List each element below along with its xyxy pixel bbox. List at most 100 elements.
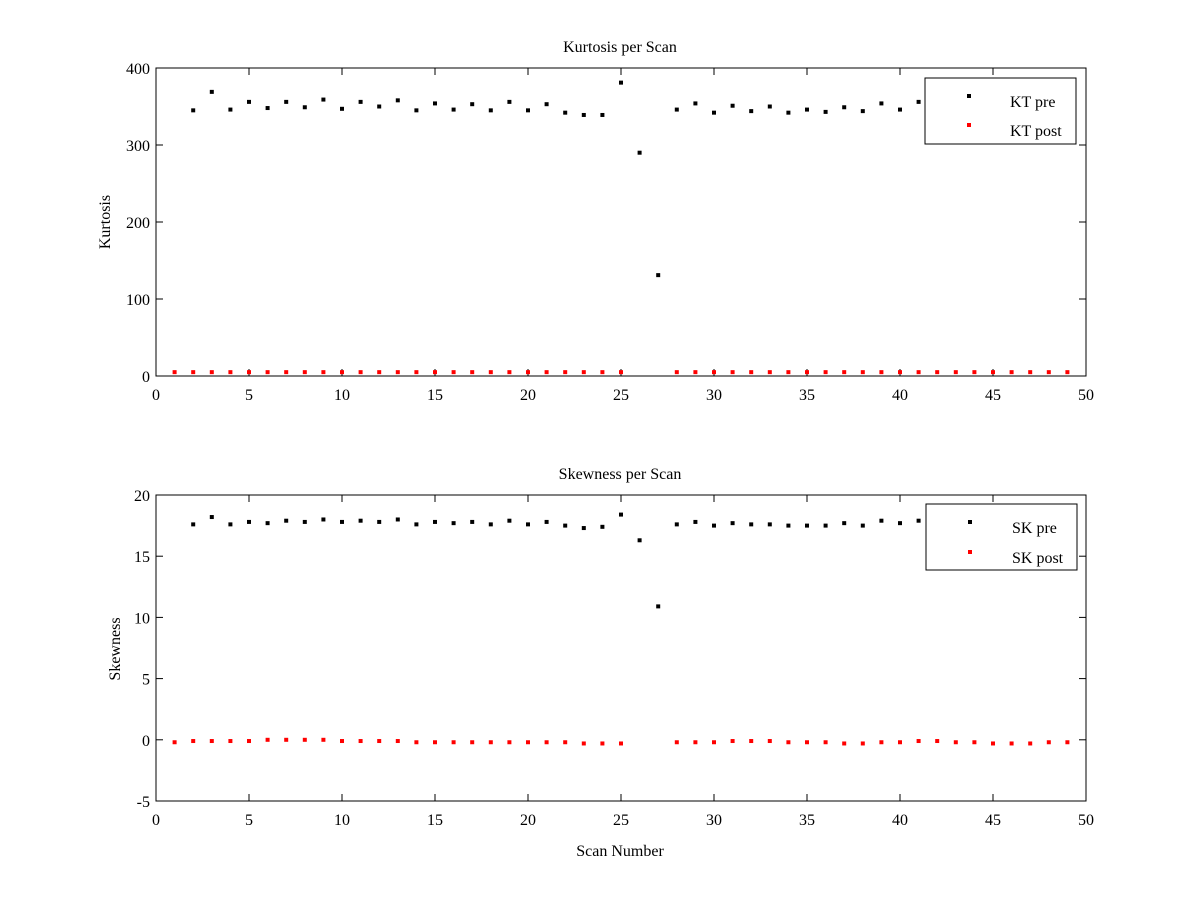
kurtosis-pre-point [414, 108, 419, 113]
skewness-pre-point [730, 521, 735, 526]
skewness-post-point [377, 739, 382, 744]
skewness-post-point [935, 739, 940, 744]
kurtosis-pre-point [544, 102, 549, 107]
skewness-post-point [228, 739, 233, 744]
kurtosis-post-point [786, 370, 791, 375]
skewness-y-tick-label: 15 [134, 549, 150, 566]
skewness-legend-box [925, 503, 1078, 571]
skewness-pre-point [656, 604, 661, 609]
skewness-post-point [414, 740, 419, 745]
skewness-post-point [526, 740, 530, 745]
kurtosis-post-point [767, 370, 772, 375]
skewness-pre-point [247, 519, 251, 524]
skewness-pre-point [433, 519, 437, 524]
skewness-post-point [600, 741, 605, 746]
kurtosis-post-point [953, 370, 958, 375]
skewness-post-point [247, 739, 251, 744]
kurtosis-pre-point [358, 99, 363, 104]
skewness-y-tick-label: 20 [134, 488, 150, 505]
skewness-pre-point [470, 519, 475, 524]
skewness-post-point [953, 740, 958, 745]
kurtosis-post-point [228, 370, 233, 375]
kurtosis-pre-point [321, 97, 326, 102]
skewness-pre-point [619, 512, 623, 517]
kurtosis-pre-point [860, 109, 865, 114]
kurtosis-post-point [823, 370, 828, 375]
kurtosis-post-point [265, 370, 270, 375]
kurtosis-post-point [805, 370, 809, 375]
skewness-post-point [693, 740, 698, 745]
skewness-post-point [470, 740, 475, 745]
kurtosis-pre-point [507, 99, 512, 104]
skewness-post-point [507, 740, 512, 745]
kurtosis-post-point [1028, 370, 1033, 375]
skewness-post-point [860, 741, 865, 746]
skewness-post-point [805, 740, 809, 745]
skewness-post-point [284, 737, 289, 742]
skewness-legend-label-post: SK post [1012, 550, 1064, 567]
kurtosis-y-tick-label: 100 [126, 292, 150, 309]
kurtosis-post-point [340, 370, 344, 375]
skewness-pre-point [879, 518, 884, 523]
skewness-pre-point [209, 515, 214, 520]
skewness-pre-point [414, 522, 419, 527]
skewness-pre-point [265, 521, 270, 526]
kurtosis-y-tick-label: 400 [126, 61, 150, 78]
skewness-legend-marker-post [968, 550, 972, 554]
kurtosis-pre-point [656, 273, 661, 278]
kurtosis-pre-point [451, 107, 456, 112]
skewness-legend: SK pre SK post [925, 503, 1078, 571]
kurtosis-post-point [191, 370, 196, 375]
skewness-post-point [749, 739, 754, 744]
kurtosis-pre-point [433, 101, 437, 106]
kurtosis-x-tick-label: 50 [1078, 387, 1094, 404]
skewness-pre-point [674, 522, 679, 527]
skewness-x-tick-label: 20 [520, 812, 536, 829]
kurtosis-post-point [674, 370, 679, 375]
kurtosis-pre-point [488, 108, 493, 113]
kurtosis-x-tick-label: 0 [152, 387, 160, 404]
skewness-x-axis-label: Scan Number [576, 843, 664, 860]
kurtosis-x-tick-label: 25 [613, 387, 629, 404]
skewness-x-tick-label: 50 [1078, 812, 1094, 829]
skewness-pre-point [898, 521, 902, 526]
skewness-y-tick-label: -5 [137, 794, 150, 811]
kurtosis-post-point [544, 370, 549, 375]
kurtosis-pre-point [228, 107, 233, 112]
kurtosis-pre-point [247, 99, 251, 104]
kurtosis-pre-point [302, 105, 307, 110]
skewness-pre-point [302, 519, 307, 524]
skewness-x-tick-label: 10 [334, 812, 350, 829]
skewness-pre-point [507, 518, 512, 523]
skewness-plot: Skewness per Scan Skewness Scan Number 0… [107, 466, 1094, 860]
skewness-pre-point [637, 538, 642, 543]
kurtosis-post-point [972, 370, 977, 375]
skewness-x-tick-label: 45 [985, 812, 1001, 829]
skewness-post-point [991, 741, 995, 746]
kurtosis-post-point [358, 370, 363, 375]
kurtosis-post-point [507, 370, 512, 375]
skewness-pre-point [860, 523, 865, 528]
kurtosis-pre-point [526, 108, 530, 113]
kurtosis-pre-point [916, 99, 921, 104]
skewness-pre-point [284, 518, 289, 523]
skewness-post-point [581, 741, 586, 746]
kurtosis-post-point [842, 370, 847, 375]
skewness-post-point [972, 740, 977, 745]
skewness-pre-point [377, 519, 382, 524]
skewness-x-tick-label: 5 [245, 812, 253, 829]
kurtosis-post-point [395, 370, 400, 375]
skewness-post-point [1028, 741, 1033, 746]
skewness-pre-point [712, 523, 716, 528]
skewness-post-point [358, 739, 363, 744]
skewness-post-point [395, 739, 400, 744]
kurtosis-pre-point [898, 107, 902, 112]
skewness-pre-point [228, 522, 233, 527]
kurtosis-post-point [172, 370, 177, 375]
kurtosis-post-point [619, 370, 623, 375]
kurtosis-ticks: 0 5 10 15 20 25 30 35 40 45 50 0 100 200 300 400 [126, 61, 1094, 404]
kurtosis-post-point [488, 370, 493, 375]
kurtosis-post-point [414, 370, 419, 375]
skewness-post-point [842, 741, 847, 746]
